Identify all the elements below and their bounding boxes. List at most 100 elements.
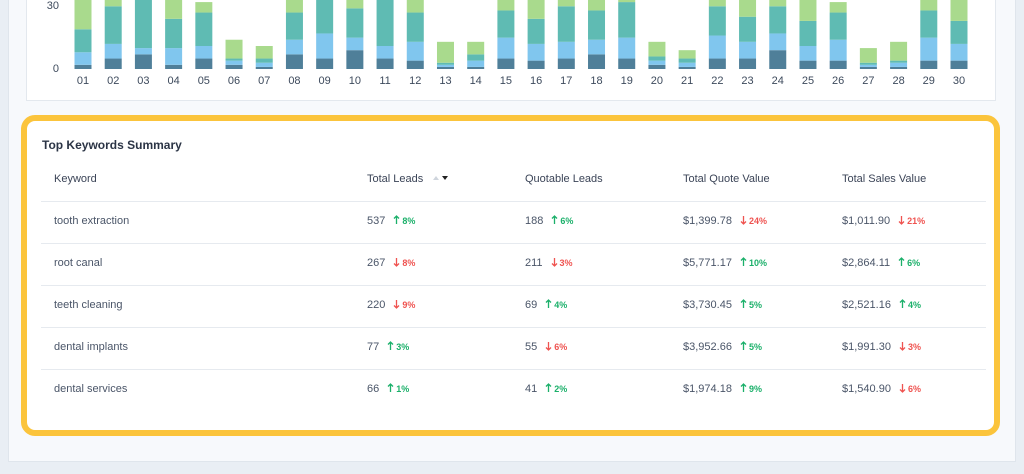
x-tick-label: 29 (923, 75, 935, 87)
bar-segment (890, 60, 908, 63)
bar-segment (769, 33, 787, 51)
x-tick-label: 05 (198, 75, 210, 87)
bar-segment (859, 48, 877, 63)
bar-segment (648, 64, 666, 69)
sort-icon[interactable] (431, 173, 451, 185)
table-cell: 69 4% (525, 299, 567, 311)
bar-segment (195, 58, 213, 69)
bar-segment (285, 12, 303, 40)
bar-segment (165, 48, 183, 65)
table-cell: 211 3% (525, 257, 573, 269)
cell-value: 66 (367, 383, 380, 395)
bar-segment (527, 0, 545, 19)
bar-segment (316, 33, 334, 59)
trend-arrow (899, 383, 906, 393)
bar-segment (799, 20, 817, 46)
x-tick-label: 12 (409, 75, 421, 87)
bar-segment (678, 62, 696, 67)
bar-segment (557, 41, 575, 59)
bar-segment (225, 64, 243, 69)
change-value: 9% (748, 384, 762, 394)
change-value: 3% (559, 258, 573, 268)
x-tick-label: 22 (711, 75, 723, 87)
change-value: 6% (907, 384, 921, 394)
bar-segment (134, 0, 152, 49)
bar-segment (165, 64, 183, 69)
table-cell: 188 6% (525, 215, 573, 227)
x-tick-label: 07 (258, 75, 270, 87)
bar-segment (708, 35, 726, 59)
bar-segment (708, 58, 726, 69)
header-label[interactable]: Quotable Leads (525, 173, 603, 185)
table-cell: root canal (54, 257, 103, 269)
bar-segment (225, 60, 243, 65)
change-indicator: 8% (393, 258, 415, 268)
bar-segment (104, 43, 122, 59)
bar-segment (165, 0, 183, 19)
change-value: 8% (402, 216, 416, 226)
header-label[interactable]: Total Leads (367, 173, 424, 185)
table-cell: teeth cleaning (54, 299, 123, 311)
change-indicator: 8% (393, 215, 416, 226)
change-indicator: 21% (898, 216, 925, 226)
trend-arrow (740, 341, 747, 351)
change-indicator: 4% (545, 299, 567, 310)
bar-segment (74, 52, 92, 65)
cell-value: 69 (525, 299, 538, 311)
x-tick-label: 01 (77, 75, 89, 87)
trend-arrow (387, 383, 394, 393)
table-cell: $1,991.30 3% (842, 341, 921, 353)
bar-segment (467, 60, 485, 67)
table-cell: $1,540.90 6% (842, 383, 921, 395)
bar-segment (497, 0, 515, 11)
bar-segment (436, 62, 454, 65)
header-label[interactable]: Total Sales Value (842, 173, 927, 185)
bar-segment (799, 60, 817, 69)
change-indicator: 9% (393, 300, 415, 310)
cell-value: 188 (525, 215, 544, 227)
column-header: Total Quote Value (683, 173, 770, 185)
table-cell: dental implants (54, 341, 128, 353)
change-value: 3% (396, 342, 410, 352)
bar-segment (739, 0, 757, 17)
bar-segment (859, 64, 877, 67)
chart: 0 30 01 02 03 04 05 06 07 08 09 10 11 12 13 14 15 16 17 18 1… (47, 0, 968, 87)
trend-arrow (898, 257, 905, 267)
bar-segment (890, 41, 908, 61)
change-indicator: 5% (740, 341, 762, 352)
bar-segment (376, 46, 394, 59)
bar-segment (618, 2, 636, 38)
change-value: 21% (907, 216, 926, 226)
trend-arrow (740, 299, 747, 309)
table-cell: dental services (54, 383, 128, 395)
bar-segment (829, 12, 847, 40)
row-divider (41, 201, 986, 202)
table-cell: 537 8% (367, 215, 415, 227)
x-tick-label: 19 (621, 75, 633, 87)
table-cell: tooth extraction (54, 215, 130, 227)
trend-arrow (545, 299, 552, 309)
x-tick-label: 25 (802, 75, 814, 87)
bar-segment (497, 58, 515, 69)
header-label[interactable]: Keyword (54, 173, 97, 185)
bar-segment (557, 6, 575, 42)
trend-arrow (551, 257, 558, 267)
bar-segment (799, 0, 817, 21)
change-value: 5% (748, 300, 762, 310)
bar-segment (104, 58, 122, 69)
cell-value: $1,011.90 (842, 215, 891, 227)
bar-segment (557, 58, 575, 69)
x-tick-label: 28 (892, 75, 904, 87)
chart-card: 0 30 01 02 03 04 05 06 07 08 09 10 11 12 13 14 15 16 17 18 1… (26, 0, 996, 101)
bar-segment (950, 20, 968, 44)
cell-value: $3,952.66 (683, 341, 732, 353)
trend-arrow (551, 215, 558, 225)
change-indicator: 24% (740, 216, 767, 226)
x-tick-label: 24 (772, 75, 784, 87)
bar-segment (165, 18, 183, 49)
bar-segment (497, 10, 515, 38)
change-value: 5% (748, 342, 762, 352)
header-label[interactable]: Total Quote Value (683, 173, 770, 185)
table-cell: $2,521.16 4% (842, 299, 921, 311)
